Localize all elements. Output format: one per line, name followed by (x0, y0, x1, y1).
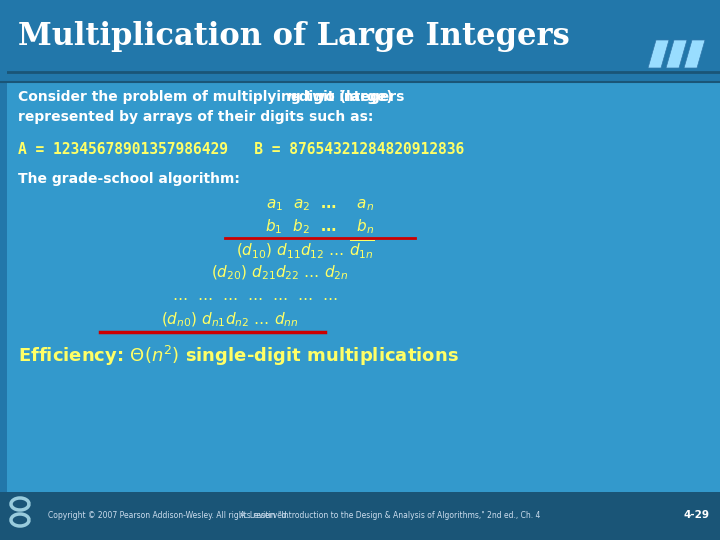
Text: $\ldots\ \ \ldots\ \ \ldots\ \ \ldots\ \ \ldots\ \ \ldots\ \ \ldots$: $\ldots\ \ \ldots\ \ \ldots\ \ \ldots\ \… (172, 288, 338, 303)
Bar (0, 70, 7, 492)
Text: $a_1$  $a_2$  …    $a_n$: $a_1$ $a_2$ … $a_n$ (266, 197, 374, 213)
Polygon shape (648, 40, 669, 68)
Bar (0, 492, 720, 540)
Polygon shape (684, 40, 705, 68)
Text: $(d_{10})\ d_{11}d_{12}\ \ldots\ \overline{d_{1n}}$: $(d_{10})\ d_{11}d_{12}\ \ldots\ \overli… (235, 239, 374, 261)
Polygon shape (666, 40, 687, 68)
Text: 4-29: 4-29 (684, 510, 710, 520)
Text: Copyright © 2007 Pearson Addison-Wesley. All rights reserved.: Copyright © 2007 Pearson Addison-Wesley.… (48, 510, 289, 519)
Text: $b_1$  $b_2$  …    $b_n$: $b_1$ $b_2$ … $b_n$ (266, 218, 374, 237)
Text: $(d_{n0})\ d_{n1}d_{n2}\ \ldots\ d_{nn}$: $(d_{n0})\ d_{n1}d_{n2}\ \ldots\ d_{nn}$ (161, 311, 299, 329)
Text: $(d_{20})\ d_{21}d_{22}\ \ldots\ d_{2n}$: $(d_{20})\ d_{21}d_{22}\ \ldots\ d_{2n}$ (211, 264, 348, 282)
Bar (0, 70, 720, 82)
Text: Consider the problem of multiplying two (large): Consider the problem of multiplying two … (18, 90, 397, 104)
Text: Multiplication of Large Integers: Multiplication of Large Integers (18, 22, 570, 52)
Text: represented by arrays of their digits such as:: represented by arrays of their digits su… (18, 110, 374, 124)
Text: The grade-school algorithm:: The grade-school algorithm: (18, 172, 240, 186)
Bar (0, 0, 720, 70)
Text: n: n (287, 90, 297, 104)
Text: A. Levitin "Introduction to the Design & Analysis of Algorithms," 2nd ed., Ch. 4: A. Levitin "Introduction to the Design &… (240, 510, 540, 519)
Text: -digit integers: -digit integers (293, 90, 404, 104)
Text: Efficiency: $\Theta(n^2)$ single-digit multiplications: Efficiency: $\Theta(n^2)$ single-digit m… (18, 344, 459, 368)
Text: A = 12345678901357986429   B = 87654321284820912836: A = 12345678901357986429 B = 87654321284… (18, 141, 464, 157)
